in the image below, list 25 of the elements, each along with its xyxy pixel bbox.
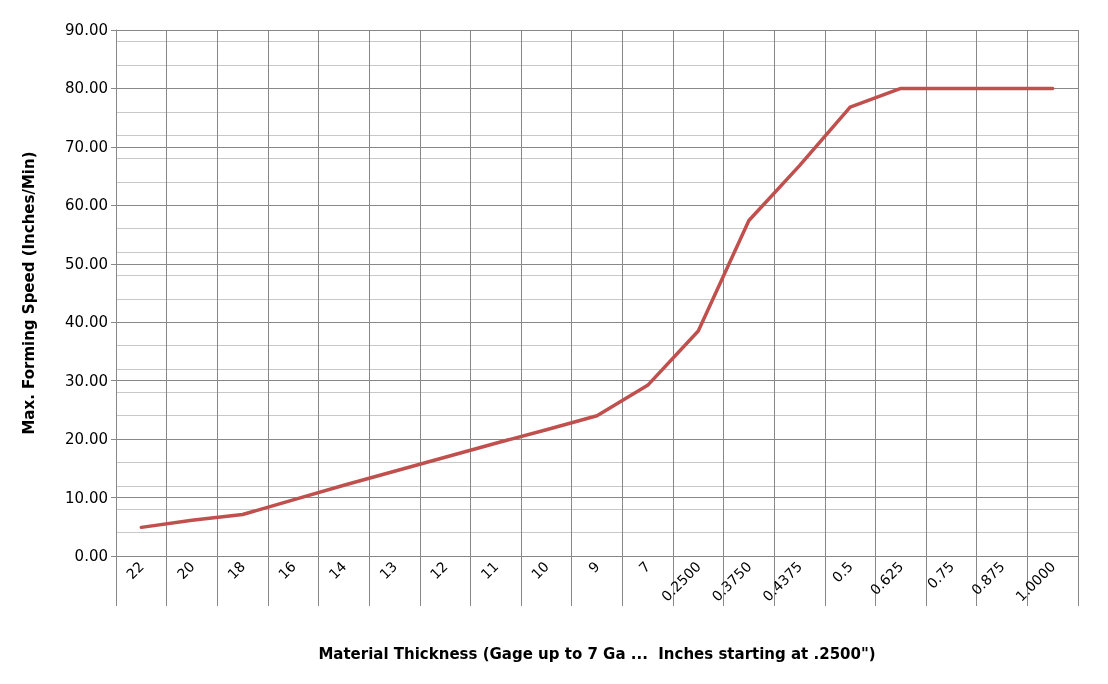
y-tick-label: 10.00 bbox=[65, 488, 108, 507]
x-tick-label: 9 bbox=[585, 558, 603, 576]
y-tick-label: 80.00 bbox=[65, 79, 108, 98]
x-tick-label: 14 bbox=[325, 558, 350, 583]
y-tick-label: 70.00 bbox=[65, 137, 108, 156]
y-tick-label: 50.00 bbox=[65, 254, 108, 273]
y-tick-label: 40.00 bbox=[65, 313, 108, 332]
x-tick-label: 7 bbox=[635, 558, 654, 576]
line-series bbox=[139, 86, 1055, 530]
y-tick-label: 30.00 bbox=[65, 371, 108, 390]
x-tick-label: 13 bbox=[376, 558, 401, 583]
x-tick-label: 22 bbox=[123, 558, 147, 583]
x-tick-label: 10 bbox=[528, 558, 553, 583]
x-tick-label: 20 bbox=[173, 558, 198, 583]
x-tick-label: 16 bbox=[274, 558, 299, 583]
x-tick-label: 12 bbox=[426, 558, 451, 583]
x-axis-title: Material Thickness (Gage up to 7 Ga ... Inches starting at .2500") bbox=[318, 644, 876, 663]
x-tick-label: 18 bbox=[224, 558, 249, 583]
y-tick-label: 60.00 bbox=[65, 196, 108, 215]
y-axis-title: Max. Forming Speed (Inches/Min) bbox=[19, 151, 38, 435]
y-tick-label: 90.00 bbox=[65, 21, 108, 39]
x-tick-label: 11 bbox=[477, 558, 502, 583]
y-tick-label: 0.00 bbox=[74, 547, 108, 565]
x-tick-label: 0.5 bbox=[828, 558, 856, 586]
y-tick-label: 20.00 bbox=[65, 430, 108, 449]
